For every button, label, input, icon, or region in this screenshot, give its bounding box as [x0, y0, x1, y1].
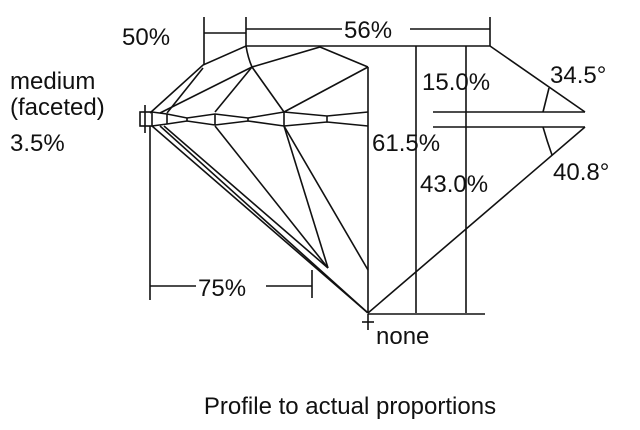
- lower-half-label: 75%: [198, 275, 246, 302]
- crown-height-label: 15.0%: [422, 69, 490, 96]
- pavilion-depth-label: 43.0%: [420, 171, 488, 198]
- culet-label: none: [376, 323, 429, 350]
- crown-angle-label: 34.5°: [550, 62, 606, 89]
- girdle-label-line1: medium: [10, 68, 95, 95]
- girdle-label-line2: (faceted): [10, 94, 105, 121]
- pavilion-facets: [151, 125, 369, 314]
- girdle-thickness-label: 3.5%: [10, 130, 65, 157]
- table-start-label: 50%: [122, 24, 170, 51]
- crown-facets: [159, 45, 369, 114]
- table-label: 56%: [344, 17, 392, 44]
- pavilion-angle-label: 40.8°: [553, 159, 609, 186]
- total-depth-label: 61.5%: [372, 130, 440, 157]
- diagram-caption: Profile to actual proportions: [204, 393, 496, 420]
- crown-angle-arc: [542, 87, 550, 113]
- girdle: [139, 105, 369, 133]
- dimension-lines: [149, 17, 553, 330]
- pavilion-angle-arc: [542, 126, 553, 156]
